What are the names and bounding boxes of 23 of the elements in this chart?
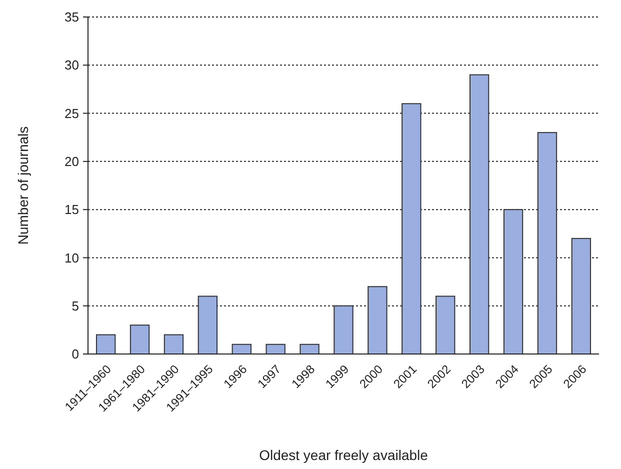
bar [537, 132, 558, 354]
y-tick-label: 25 [64, 106, 79, 121]
bar [130, 324, 150, 354]
bar [198, 296, 218, 354]
y-axis-title: Number of journals [15, 126, 31, 245]
bar [96, 334, 116, 354]
bar [334, 305, 354, 354]
bar [436, 296, 456, 354]
bar [503, 209, 524, 354]
bar [402, 103, 422, 354]
y-tick-label: 35 [64, 10, 79, 25]
bar [300, 344, 320, 354]
y-tick-label: 30 [64, 58, 79, 73]
bar [164, 334, 184, 354]
x-axis-title: Oldest year freely available [259, 447, 428, 463]
bar [469, 74, 490, 354]
y-tick-label: 0 [72, 346, 79, 362]
y-tick-label: 15 [64, 202, 79, 218]
y-tick-label: 5 [72, 298, 79, 314]
bar [571, 238, 592, 354]
y-tick-label: 20 [64, 154, 79, 169]
y-tick-label: 10 [64, 250, 79, 266]
bar [368, 286, 388, 354]
